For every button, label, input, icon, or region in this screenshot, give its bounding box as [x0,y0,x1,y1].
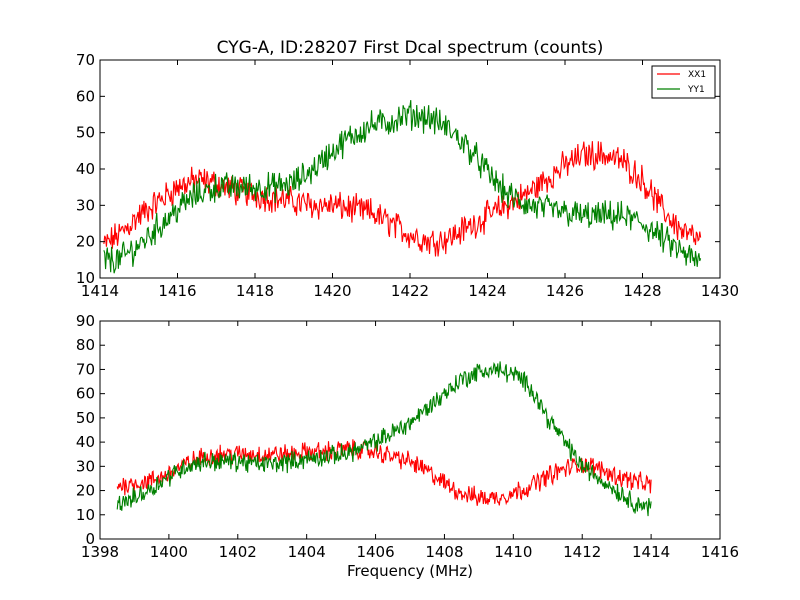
bottom-panel: 1398 1400 1402 1404 1406 1408 1410 1412 1414 1416… [76,312,739,561]
x-axis-label: Frequency (MHz) [347,562,473,580]
legend-box [651,65,716,99]
top-x-tick-label: 1424 [468,282,506,300]
bottom-x-tick-label: 1406 [356,543,394,561]
top-series-xx1-line [103,141,702,257]
bottom-x-tick-label: 1410 [494,543,532,561]
top-x-tick-label: 1428 [623,282,661,300]
bottom-series-layer [116,361,652,517]
top-y-tick-label: 50 [76,124,95,142]
top-y-tick-label: 60 [76,87,95,105]
bottom-x-tick-label: 1416 [701,543,739,561]
legend: XX1 YY1 [651,65,716,99]
top-series-layer [103,100,702,274]
bottom-series-red-line [116,439,652,506]
top-x-tick-label: 1426 [546,282,584,300]
bottom-y-tick-label: 40 [76,433,95,451]
top-x-tick-label: 1430 [701,282,739,300]
bottom-x-tick-label: 1408 [425,543,463,561]
bottom-x-tick-label: 1400 [150,543,188,561]
top-y-tick-label: 40 [76,160,95,178]
top-x-tick-label: 1422 [391,282,429,300]
chart-title: CYG-A, ID:28207 First Dcal spectrum (cou… [217,38,604,58]
bottom-x-tick-label: 1402 [219,543,257,561]
bottom-tick-layer: 1398 1400 1402 1404 1406 1408 1410 1412 1414 1416… [76,312,739,561]
legend-label-yy1: YY1 [687,85,705,95]
top-y-tick-label: 70 [76,51,95,69]
bottom-x-tick-label: 1404 [288,543,326,561]
top-x-tick-label: 1420 [313,282,351,300]
bottom-x-tick-label: 1398 [81,543,119,561]
top-y-tick-label: 20 [76,233,95,251]
top-panel: 1414 1416 1418 1420 1422 1424 1426 1428 1430 10 20… [76,51,739,300]
bottom-y-tick-label: 60 [76,385,95,403]
bottom-y-tick-label: 90 [76,312,95,330]
bottom-y-tick-label: 50 [76,409,95,427]
bottom-y-tick-label: 20 [76,482,95,500]
bottom-axes-frame [99,320,721,540]
bottom-y-tick-label: 30 [76,457,95,475]
top-y-tick-label: 10 [76,269,95,287]
bottom-y-tick-label: 80 [76,336,95,354]
top-x-tick-label: 1418 [236,282,274,300]
bottom-y-tick-label: 0 [85,530,95,548]
top-tick-layer: 1414 1416 1418 1420 1422 1424 1426 1428 1430 10 20… [76,51,739,300]
bottom-y-tick-label: 70 [76,360,95,378]
bottom-series-green-line [116,361,652,517]
bottom-y-tick-label: 10 [76,506,95,524]
legend-label-xx1: XX1 [688,70,706,80]
top-series-yy1-line [103,100,702,274]
top-y-tick-label: 30 [76,196,95,214]
bottom-x-tick-label: 1414 [632,543,670,561]
top-x-tick-label: 1414 [81,282,119,300]
top-x-tick-label: 1416 [158,282,196,300]
bottom-x-tick-label: 1412 [563,543,601,561]
